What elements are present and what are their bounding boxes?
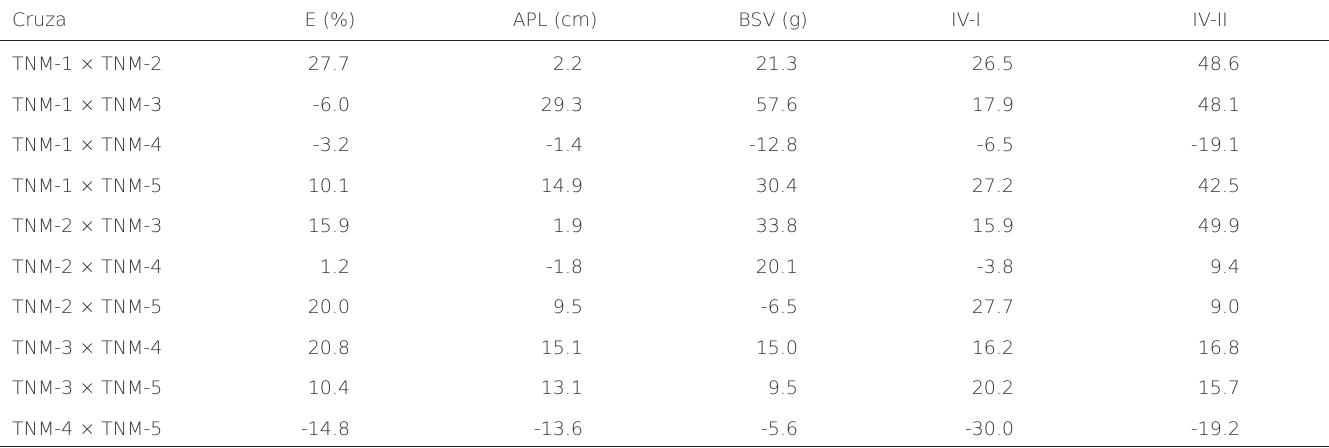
cell-value: 27.7 (971, 296, 1014, 318)
bottom-rule (0, 446, 1329, 447)
cell-value: 20.8 (307, 336, 350, 359)
row-label: TNM-2 × TNM-5 (12, 296, 163, 318)
row-label: TNM-1 × TNM-4 (12, 134, 163, 156)
cell-value: 1.9 (552, 215, 583, 237)
cell-value: 9.5 (552, 296, 583, 318)
cell-value: -30.0 (964, 417, 1014, 440)
row-label: TNM-1 × TNM-5 (12, 174, 163, 197)
cell-value: 10.1 (307, 174, 350, 197)
cell-value: 9.4 (1209, 255, 1240, 278)
column-header: Cruza (12, 9, 67, 31)
cell-value: 13.1 (540, 377, 583, 399)
cell-value: 16.2 (971, 336, 1014, 359)
cell-value: 48.6 (1197, 53, 1240, 75)
row-label: TNM-1 × TNM-3 (12, 93, 163, 116)
cell-value: -1.4 (545, 134, 583, 156)
cell-value: 48.1 (1197, 93, 1240, 116)
cell-value: 14.9 (540, 174, 583, 197)
cell-value: 1.2 (319, 255, 350, 278)
cell-value: -19.1 (1190, 134, 1240, 156)
cell-value: 42.5 (1197, 174, 1240, 197)
cell-value: -19.2 (1190, 417, 1240, 440)
cell-value: 16.8 (1197, 336, 1240, 359)
cell-value: 15.0 (755, 336, 798, 359)
cell-value: 9.5 (767, 377, 798, 399)
cell-value: 30.4 (755, 174, 798, 197)
cell-value: -3.2 (312, 134, 350, 156)
cell-value: 27.2 (971, 174, 1014, 197)
cell-value: 29.3 (540, 93, 583, 116)
column-header: E (%) (304, 9, 356, 31)
cell-value: -6.0 (312, 93, 350, 116)
cell-value: 20.0 (307, 296, 350, 318)
cell-value: 20.2 (971, 377, 1014, 399)
cell-value: -6.5 (760, 296, 798, 318)
row-label: TNM-1 × TNM-2 (12, 53, 163, 75)
cell-value: -5.6 (760, 417, 798, 440)
cell-value: 2.2 (552, 53, 583, 75)
column-header: APL (cm) (512, 9, 598, 31)
cell-value: 33.8 (755, 215, 798, 237)
row-label: TNM-2 × TNM-4 (12, 255, 163, 278)
column-header: BSV (g) (738, 9, 808, 31)
column-header: IV-I (951, 9, 981, 31)
cell-value: 15.9 (971, 215, 1014, 237)
cell-value: -12.8 (748, 134, 798, 156)
cell-value: -14.8 (300, 417, 350, 440)
cell-value: -13.6 (533, 417, 583, 440)
cell-value: 15.9 (307, 215, 350, 237)
row-label: TNM-3 × TNM-5 (12, 377, 163, 399)
cell-value: 49.9 (1197, 215, 1240, 237)
cell-value: 15.7 (1197, 377, 1240, 399)
cell-value: 20.1 (755, 255, 798, 278)
cell-value: -1.8 (545, 255, 583, 278)
row-label: TNM-3 × TNM-4 (12, 336, 163, 359)
row-label: TNM-2 × TNM-3 (12, 215, 163, 237)
cell-value: 9.0 (1209, 296, 1240, 318)
cell-value: 27.7 (307, 53, 350, 75)
row-label: TNM-4 × TNM-5 (12, 417, 163, 440)
cell-value: 10.4 (307, 377, 350, 399)
cell-value: 17.9 (971, 93, 1014, 116)
cell-value: -6.5 (976, 134, 1014, 156)
cell-value: 26.5 (971, 53, 1014, 75)
cell-value: 21.3 (755, 53, 798, 75)
cell-value: -3.8 (976, 255, 1014, 278)
column-header: IV-II (1192, 9, 1228, 31)
header-rule (0, 40, 1329, 41)
cell-value: 15.1 (540, 336, 583, 359)
cell-value: 57.6 (755, 93, 798, 116)
